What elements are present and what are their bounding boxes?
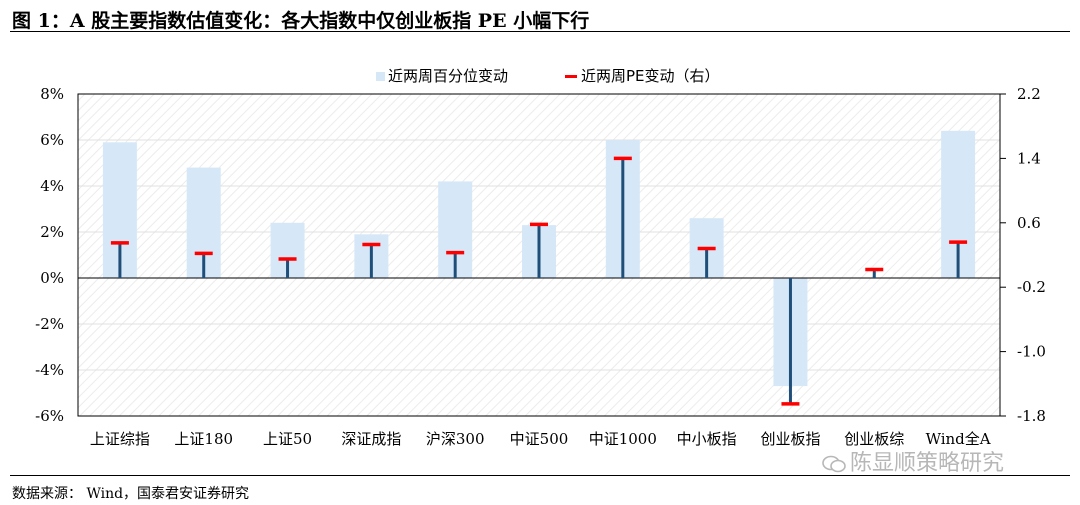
x-category-label: 创业板指 (760, 430, 820, 448)
y-right-tick-label: 0.6 (1017, 214, 1041, 232)
x-category-label: 上证综指 (90, 430, 150, 448)
x-category-label: 上证180 (174, 430, 233, 448)
watermark-text: 陈显顺策略研究 (850, 451, 1005, 476)
source-note: 数据来源： Wind，国泰君安证券研究 (12, 486, 250, 502)
y-left-tick-label: 2% (40, 223, 64, 241)
legend-pe-swatch (565, 75, 577, 78)
legend-bar-swatch (376, 72, 385, 81)
x-category-label: 沪深300 (426, 430, 485, 448)
x-category-label: 上证50 (263, 430, 312, 448)
x-category-label: Wind全A (926, 430, 991, 448)
figure-title: 图 1：A 股主要指数估值变化：各大指数中仅创业板指 PE 小幅下行 (12, 10, 590, 32)
x-category-label: 创业板综 (844, 430, 904, 448)
watermark: 陈显顺策略研究 (822, 445, 1004, 477)
y-right-tick-label: -1.8 (1017, 407, 1046, 425)
y-right-tick-label: -1.0 (1017, 343, 1046, 361)
source-rule (10, 475, 1070, 476)
title-rule (10, 31, 1070, 32)
x-category-label: 中证500 (510, 430, 569, 448)
plot-frame (77, 93, 1001, 417)
y-left-tick-label: -6% (35, 407, 64, 425)
legend-pe-label: 近两周PE变动（右） (581, 67, 720, 85)
y-left-tick-label: -4% (35, 361, 64, 379)
y-left-tick-label: 6% (40, 131, 64, 149)
y-left-tick-label: -2% (35, 315, 64, 333)
y-right-tick-label: 2.2 (1017, 85, 1041, 103)
legend: 近两周百分位变动 近两周PE变动（右） (376, 67, 720, 85)
y-left-tick-label: 4% (40, 177, 64, 195)
y-left-tick-label: 0% (40, 269, 64, 287)
x-category-label: 中小板指 (677, 430, 737, 448)
y-right-tick-label: 1.4 (1017, 149, 1041, 167)
wechat-icon (822, 455, 846, 473)
y-right-tick-label: -0.2 (1017, 278, 1046, 296)
legend-bar-label: 近两周百分位变动 (388, 67, 508, 85)
x-category-label: 深证成指 (341, 430, 401, 448)
x-category-label: 中证1000 (589, 430, 657, 448)
y-left-tick-label: 8% (40, 85, 64, 103)
